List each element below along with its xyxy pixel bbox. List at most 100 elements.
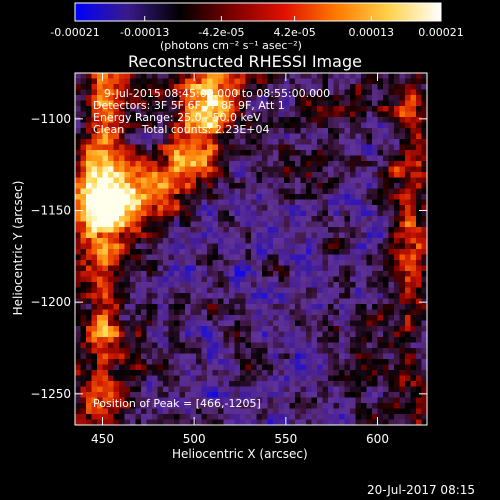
heatmap-cell: [168, 309, 175, 316]
heatmap-cell: [168, 359, 175, 365]
heatmap-cell: [108, 293, 114, 299]
heatmap-cell: [339, 133, 345, 140]
heatmap-cell: [416, 408, 422, 415]
heatmap-cell: [174, 348, 180, 354]
heatmap-cell: [421, 337, 428, 343]
heatmap-cell: [284, 177, 290, 184]
heatmap-cell: [91, 375, 98, 382]
heatmap-cell: [421, 78, 428, 85]
heatmap-cell: [157, 392, 164, 398]
heatmap-cell: [267, 199, 274, 206]
heatmap-cell: [163, 117, 169, 123]
heatmap-cell: [399, 194, 406, 200]
heatmap-cell: [416, 216, 422, 222]
heatmap-cell: [262, 139, 268, 145]
heatmap-cell: [399, 111, 406, 118]
heatmap-cell: [344, 89, 351, 96]
heatmap-cell: [179, 205, 186, 211]
heatmap-cell: [383, 232, 389, 239]
heatmap-cell: [113, 128, 120, 134]
heatmap-cell: [86, 166, 92, 173]
heatmap-cell: [399, 375, 406, 382]
heatmap-cell: [256, 353, 263, 360]
heatmap-cell: [212, 386, 219, 393]
heatmap-cell: [201, 249, 208, 255]
heatmap-cell: [75, 353, 81, 360]
heatmap-cell: [130, 326, 136, 332]
heatmap-cell: [218, 216, 224, 222]
heatmap-cell: [372, 139, 378, 145]
heatmap-cell: [102, 287, 109, 294]
heatmap-cell: [278, 304, 285, 310]
heatmap-cell: [97, 326, 103, 332]
heatmap-cell: [350, 216, 356, 222]
heatmap-cell: [339, 205, 345, 211]
heatmap-cell: [405, 199, 411, 206]
heatmap-cell: [410, 89, 417, 96]
heatmap-cell: [333, 78, 340, 85]
heatmap-cell: [124, 117, 131, 123]
heatmap-cell: [135, 392, 142, 398]
heatmap-cell: [278, 397, 285, 404]
heatmap-cell: [207, 106, 213, 112]
heatmap-cell: [267, 392, 274, 398]
heatmap-cell: [135, 298, 142, 305]
heatmap-cell: [113, 95, 120, 101]
heatmap-cell: [157, 260, 164, 266]
heatmap-cell: [350, 122, 356, 129]
heatmap-cell: [388, 419, 395, 426]
heatmap-cell: [196, 106, 202, 112]
heatmap-cell: [256, 95, 263, 101]
heatmap-cell: [168, 199, 175, 206]
heatmap-cell: [223, 403, 230, 409]
heatmap-cell: [108, 309, 114, 316]
heatmap-cell: [185, 150, 191, 156]
heatmap-cell: [135, 348, 142, 354]
heatmap-cell: [278, 364, 285, 371]
heatmap-cell: [157, 309, 164, 316]
heatmap-cell: [218, 276, 224, 283]
heatmap-cell: [317, 392, 323, 398]
heatmap-cell: [410, 419, 417, 426]
heatmap-cell: [311, 309, 318, 316]
heatmap-cell: [383, 95, 389, 101]
heatmap-cell: [256, 166, 263, 173]
heatmap-cell: [344, 78, 351, 85]
heatmap-cell: [344, 210, 351, 217]
heatmap-cell: [80, 221, 87, 228]
heatmap-cell: [306, 381, 312, 387]
heatmap-cell: [251, 95, 257, 101]
heatmap-cell: [168, 298, 175, 305]
heatmap-cell: [383, 304, 389, 310]
heatmap-cell: [394, 403, 400, 409]
heatmap-cell: [256, 194, 263, 200]
heatmap-cell: [399, 381, 406, 387]
heatmap-cell: [207, 419, 213, 426]
heatmap-cell: [75, 414, 81, 420]
heatmap-cell: [361, 408, 367, 415]
heatmap-cell: [223, 205, 230, 211]
heatmap-cell: [113, 287, 120, 294]
heatmap-cell: [174, 342, 180, 349]
heatmap-cell: [207, 282, 213, 288]
heatmap-cell: [295, 254, 301, 261]
heatmap-cell: [119, 155, 125, 162]
heatmap-cell: [141, 128, 147, 134]
heatmap-cell: [256, 331, 263, 338]
heatmap-cell: [113, 375, 120, 382]
heatmap-cell: [196, 89, 202, 96]
heatmap-cell: [328, 353, 334, 360]
heatmap-cell: [185, 100, 191, 107]
heatmap-cell: [262, 304, 268, 310]
heatmap-cell: [234, 370, 241, 376]
heatmap-cell: [416, 161, 422, 167]
heatmap-cell: [102, 381, 109, 387]
heatmap-cell: [372, 320, 378, 327]
heatmap-cell: [251, 221, 257, 228]
heatmap-cell: [240, 95, 246, 101]
heatmap-cell: [394, 364, 400, 371]
heatmap-cell: [300, 320, 307, 327]
heatmap-cell: [108, 326, 114, 332]
heatmap-cell: [410, 95, 417, 101]
heatmap-cell: [201, 309, 208, 316]
